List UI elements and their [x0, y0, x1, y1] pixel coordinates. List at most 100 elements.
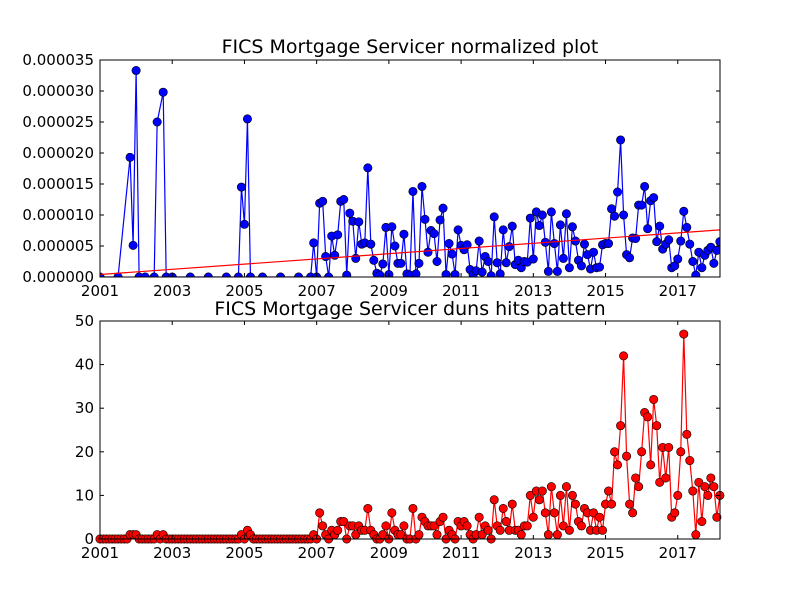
duns-hits-point	[709, 482, 719, 492]
duns-hits-point	[622, 451, 632, 461]
duns-hits-point	[697, 517, 707, 527]
normalized-point	[447, 249, 457, 259]
duns-hits-point	[670, 508, 680, 518]
duns-hits-x-tick-label: 2011	[442, 544, 480, 562]
duns-hits-point	[567, 490, 577, 500]
normalized-point	[679, 206, 689, 216]
normalized-point	[625, 253, 635, 263]
duns-hits-point	[685, 456, 695, 466]
normalized-point	[616, 135, 626, 145]
normalized-x-tick-label: 2007	[298, 282, 336, 300]
normalized-x-tick-label: 2003	[153, 282, 191, 300]
normalized-point	[619, 210, 629, 220]
normalized-point	[309, 238, 319, 248]
normalized-point	[637, 200, 647, 210]
normalized-point	[685, 239, 695, 249]
normalized-point	[682, 222, 692, 232]
normalized-x-tick-label: 2015	[586, 282, 624, 300]
normalized-point	[567, 222, 577, 232]
duns-hits-point	[652, 421, 662, 431]
duns-hits-point	[534, 495, 544, 505]
normalized-point	[152, 117, 162, 127]
duns-hits-point	[598, 525, 608, 535]
duns-hits-point	[694, 477, 704, 487]
duns-hits-point	[399, 521, 409, 531]
duns-hits-point	[564, 525, 574, 535]
duns-hits-frame	[99, 320, 721, 540]
normalized-point	[414, 258, 424, 268]
duns-hits-point	[483, 525, 493, 535]
normalized-point	[441, 270, 451, 277]
duns-hits-point	[546, 482, 556, 492]
normalized-point	[537, 210, 547, 220]
normalized-point	[486, 271, 496, 277]
normalized-point	[664, 235, 674, 245]
duns-hits-point	[604, 486, 614, 496]
duns-hits-point	[594, 512, 604, 522]
normalized-point	[652, 237, 662, 247]
duns-hits-x-tick-label: 2005	[225, 544, 263, 562]
normalized-point	[589, 247, 599, 257]
duns-hits-point	[631, 473, 641, 483]
normalized-plot-panel: FICS Mortgage Servicer normalized plot 2…	[22, 36, 721, 300]
normalized-point	[691, 270, 701, 277]
normalized-y-tick-label: 0.000030	[22, 82, 94, 100]
duns-hits-point	[549, 508, 559, 518]
duns-hits-point	[613, 460, 623, 470]
normalized-point	[507, 221, 517, 231]
normalized-point	[489, 212, 499, 222]
normalized-point	[558, 253, 568, 263]
normalized-point	[709, 258, 719, 268]
normalized-point	[501, 258, 511, 268]
normalized-point	[444, 239, 454, 249]
normalized-y-tick-label: 0.000020	[22, 144, 94, 162]
normalized-point	[128, 240, 138, 250]
normalized-point	[604, 239, 614, 249]
duns-hits-y-tick-label: 20	[75, 443, 94, 461]
duns-hits-point	[381, 521, 391, 531]
normalized-point	[239, 219, 249, 229]
duns-hits-title: FICS Mortgage Servicer duns hits pattern	[214, 298, 605, 320]
normalized-point	[643, 224, 653, 234]
duns-hits-point	[570, 499, 580, 509]
duns-hits-point	[655, 477, 665, 487]
normalized-point	[125, 152, 135, 162]
duns-hits-point	[661, 473, 671, 483]
duns-hits-x-tick-label: 2003	[153, 544, 191, 562]
duns-hits-point	[474, 512, 484, 522]
normalized-point	[525, 213, 535, 223]
normalized-point	[576, 261, 586, 271]
normalized-point	[546, 207, 556, 217]
duns-hits-point	[363, 503, 373, 513]
normalized-point	[474, 236, 484, 246]
normalized-y-tick-label: 0.000015	[22, 175, 94, 193]
normalized-series-1-line	[100, 229, 720, 276]
duns-hits-point	[408, 503, 418, 513]
normalized-point	[396, 258, 406, 268]
duns-hits-y-tick-label: 50	[75, 312, 94, 330]
duns-hits-x-tick-label: 2007	[298, 544, 336, 562]
duns-hits-point	[507, 499, 517, 509]
normalized-point	[552, 266, 562, 276]
duns-hits-point	[501, 517, 511, 527]
normalized-point	[697, 263, 707, 273]
normalized-x-tick-label: 2011	[442, 282, 480, 300]
duns-hits-point	[664, 442, 674, 452]
duns-hits-point	[438, 512, 448, 522]
duns-hits-panel: FICS Mortgage Servicer duns hits pattern…	[75, 298, 725, 562]
normalized-point	[429, 229, 439, 239]
normalized-point	[342, 270, 352, 277]
duns-hits-point	[432, 530, 442, 540]
normalized-point	[462, 240, 472, 250]
normalized-point	[378, 259, 388, 269]
duns-hits-point	[706, 473, 716, 483]
duns-hits-point	[679, 329, 689, 339]
normalized-point	[387, 222, 397, 232]
normalized-point	[610, 211, 620, 221]
duns-hits-point	[676, 447, 686, 457]
normalized-point	[158, 87, 168, 97]
duns-hits-point	[610, 447, 620, 457]
normalized-x-tick-label: 2001	[81, 282, 119, 300]
duns-hits-point	[625, 499, 635, 509]
normalized-point	[363, 163, 373, 173]
